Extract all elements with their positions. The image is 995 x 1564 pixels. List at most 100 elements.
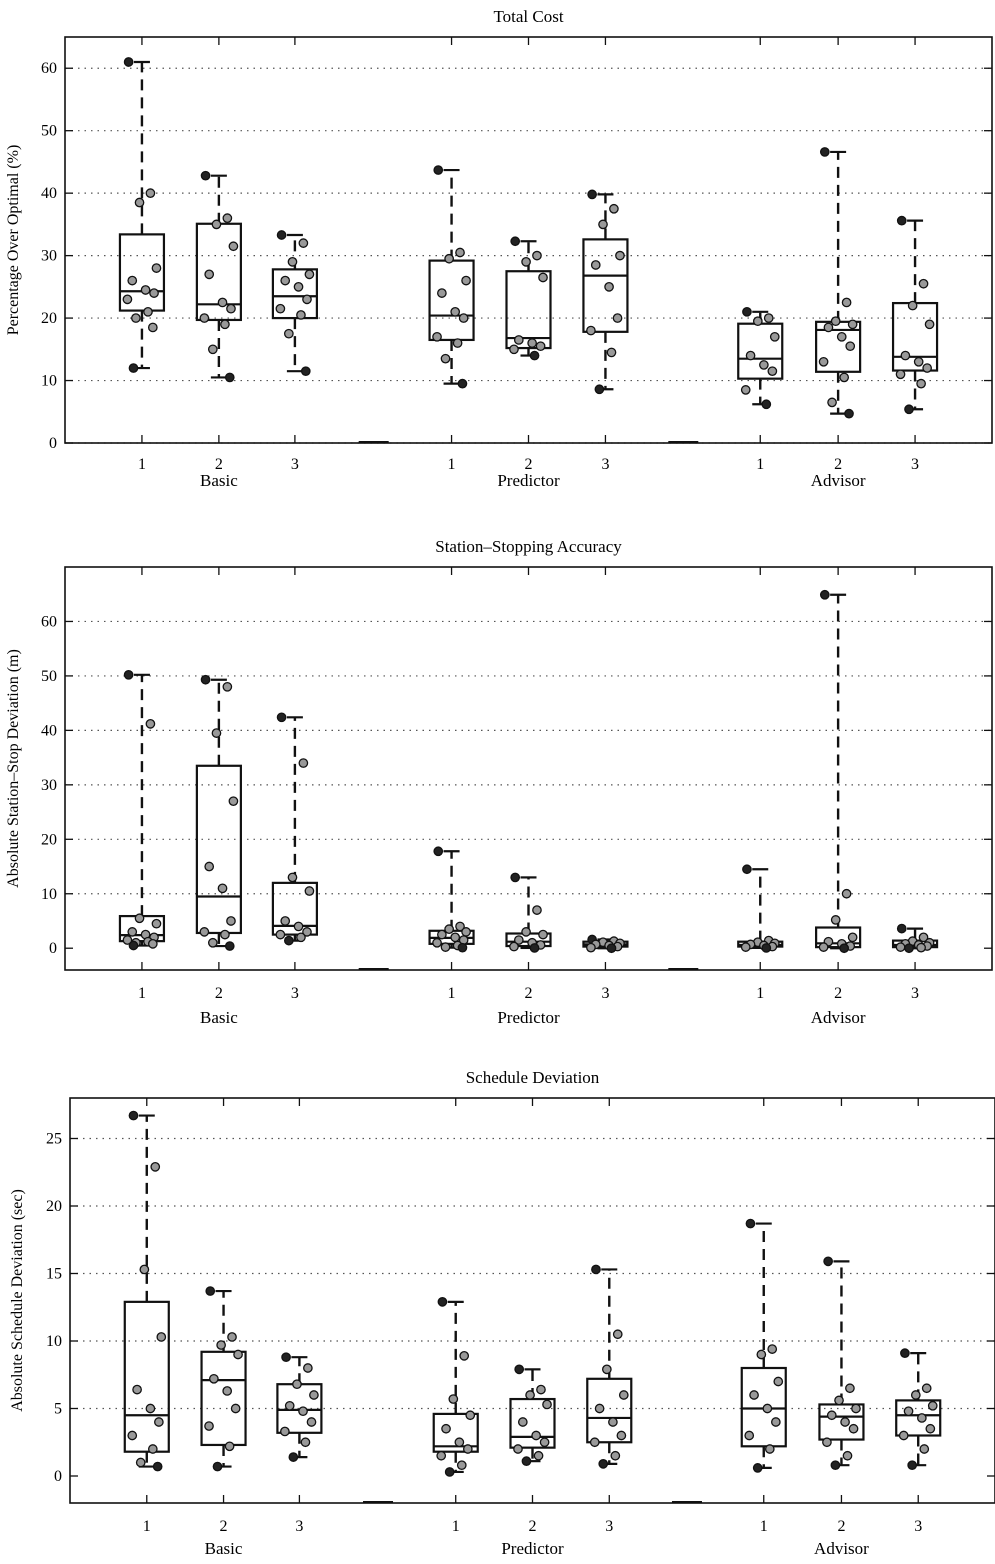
data-point <box>525 1390 535 1400</box>
data-point <box>128 363 139 373</box>
data-point <box>762 1403 773 1414</box>
data-point <box>127 1430 138 1441</box>
data-point <box>134 197 145 208</box>
data-point <box>594 1403 605 1414</box>
data-point <box>830 316 841 327</box>
data-point <box>207 937 218 948</box>
data-point <box>606 943 617 954</box>
plot-frame <box>69 1097 995 1504</box>
x-tick-label: 2 <box>215 985 223 1002</box>
y-tick-label: 40 <box>41 722 57 739</box>
chart-title: Station–Stopping Accuracy <box>435 537 622 556</box>
data-point <box>134 913 145 924</box>
box-iqr <box>271 268 318 320</box>
data-point <box>895 942 906 952</box>
chart-title: Total Cost <box>493 7 563 26</box>
data-point <box>761 399 772 410</box>
data-point <box>436 1450 447 1461</box>
data-point <box>612 1329 623 1340</box>
data-point <box>230 1403 241 1414</box>
data-point <box>826 1410 837 1421</box>
data-point <box>280 916 291 926</box>
data-point <box>227 1332 237 1342</box>
data-point <box>199 927 210 937</box>
data-point <box>444 253 454 264</box>
box-iqr <box>432 1412 479 1453</box>
data-point <box>529 943 540 953</box>
data-point <box>444 924 454 935</box>
chart-panel-3: Schedule Deviation 0 5 10 15 20 25 Absolute Sch… <box>9 1068 995 1558</box>
data-point <box>896 923 907 934</box>
data-point <box>139 1264 150 1275</box>
data-point <box>533 1450 544 1461</box>
data-point <box>749 1390 759 1400</box>
data-point <box>127 275 138 286</box>
x-tick-label: 2 <box>525 456 533 473</box>
data-point <box>303 1363 313 1373</box>
data-point <box>147 1444 158 1454</box>
data-point <box>532 905 542 915</box>
group-label-basic: Basic <box>200 1008 238 1027</box>
group-label-advisor: Advisor <box>811 1008 866 1027</box>
data-point <box>609 203 619 214</box>
data-point <box>292 1379 302 1390</box>
data-point <box>513 335 524 345</box>
data-point <box>925 1423 936 1434</box>
data-point <box>848 1423 859 1434</box>
data-point <box>226 916 236 926</box>
box-iqr <box>195 764 242 935</box>
data-point <box>217 883 228 894</box>
data-point <box>759 360 769 370</box>
box-iqr <box>428 259 475 342</box>
data-point <box>529 350 540 361</box>
data-point <box>591 1264 601 1275</box>
data-point <box>298 238 309 248</box>
data-point <box>145 188 156 199</box>
x-tick-label: 2 <box>837 1518 845 1535</box>
data-point <box>922 363 933 373</box>
data-point <box>819 589 830 600</box>
data-point <box>293 921 304 932</box>
box-iqr <box>200 1350 247 1447</box>
y-tick-label: 25 <box>46 1131 62 1148</box>
data-point <box>122 935 133 945</box>
data-point <box>819 147 830 157</box>
data-point <box>228 796 239 807</box>
data-point <box>456 1460 467 1471</box>
data-point <box>514 1364 525 1375</box>
data-point <box>842 1450 853 1461</box>
data-point <box>276 712 287 723</box>
data-point <box>924 319 935 330</box>
data-point <box>284 1400 295 1411</box>
data-point <box>602 1364 612 1375</box>
data-point <box>589 1437 600 1448</box>
x-tick-label: 2 <box>834 985 842 1002</box>
data-point <box>517 1417 528 1427</box>
y-tick-label: 20 <box>46 1198 62 1215</box>
data-point <box>740 385 751 395</box>
data-point <box>296 310 306 320</box>
y-tick-label: 20 <box>41 310 57 327</box>
chart-title: Schedule Deviation <box>466 1068 600 1087</box>
data-point <box>222 681 233 692</box>
data-point <box>763 313 774 323</box>
data-point <box>304 886 315 896</box>
data-point <box>822 1437 832 1448</box>
data-point <box>298 758 309 768</box>
data-point <box>586 942 596 953</box>
y-tick-label: 15 <box>46 1266 62 1283</box>
data-point <box>767 366 778 377</box>
data-point <box>211 728 222 738</box>
group-label-predictor: Predictor <box>497 1008 560 1027</box>
data-point <box>834 1395 844 1406</box>
x-tick-label: 2 <box>215 456 223 473</box>
x-tick-label: 1 <box>143 1518 151 1535</box>
data-point <box>455 921 465 932</box>
data-point <box>283 328 294 339</box>
data-point <box>433 846 444 857</box>
data-point <box>309 1390 319 1400</box>
data-point <box>437 1297 448 1307</box>
data-point <box>761 943 772 953</box>
data-point <box>281 1352 291 1363</box>
data-point <box>150 1162 161 1172</box>
